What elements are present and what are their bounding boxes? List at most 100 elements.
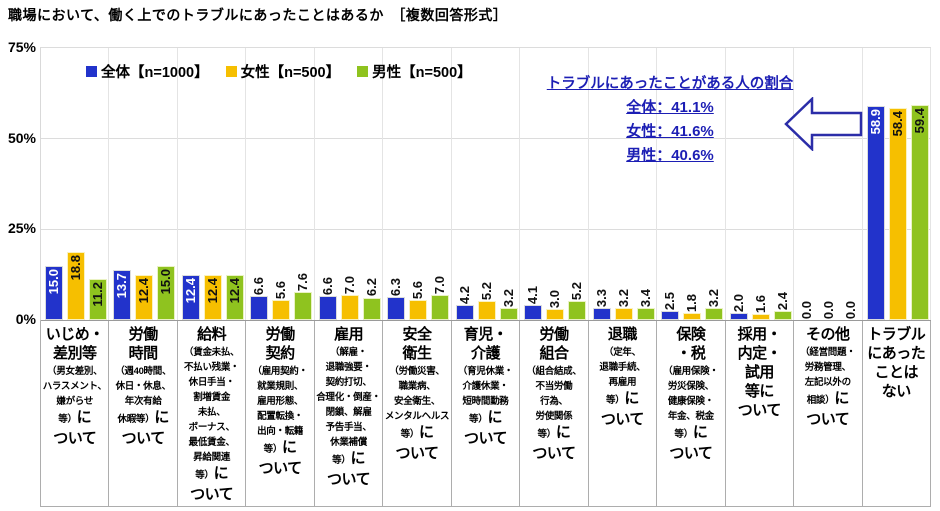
label-line: 給料 — [197, 326, 227, 343]
label-line: メンタルヘルス — [384, 411, 450, 422]
label-line: 労働 — [265, 326, 296, 343]
bar-female — [203, 275, 222, 320]
bar-male — [157, 265, 176, 320]
bar-value-label: 13.7 — [114, 273, 130, 299]
bar-total — [524, 305, 543, 320]
label-line: 雇用形態、 — [257, 396, 304, 407]
bar-value-label: 7.6 — [295, 273, 311, 292]
gridline-50pct — [41, 138, 931, 139]
label-line: 安全 — [402, 326, 433, 343]
annotation-male-value: 男性：40.6% — [626, 147, 714, 164]
bar-value-label: 1.8 — [684, 294, 700, 313]
legend-item-total: 全体【n=1000】 — [86, 61, 209, 82]
label-line: （育児休業・ — [457, 366, 514, 377]
legend-swatch-female-icon — [225, 66, 237, 77]
bar-group: 4.2 5.2 3.2 — [452, 48, 521, 320]
label-line: ボーナス、 — [188, 422, 235, 433]
label-line: 休暇等）に — [117, 409, 170, 426]
bar-value-label: 3.2 — [500, 289, 516, 308]
label-line: 組合 — [539, 345, 569, 362]
bar-value-label: 1.6 — [752, 295, 768, 314]
label-line: 健康保険・ — [667, 396, 714, 407]
category-label: 労働 時間 （週40時間、 休日・休息、 年次有給 休暇等）に ついて — [109, 321, 178, 506]
bar-female — [683, 313, 702, 320]
y-axis-tick-50: 50% — [7, 130, 36, 146]
label-line: 等）に — [469, 409, 502, 426]
bar-group: 4.1 3.0 5.2 — [520, 48, 589, 320]
bar-total — [866, 106, 885, 320]
label-line: 最低賃金、 — [188, 437, 235, 448]
bar-total — [181, 275, 200, 320]
bar-group: 15.0 18.8 11.2 — [41, 48, 110, 320]
left-block-arrow-icon — [784, 97, 863, 151]
label-line: ついて — [737, 402, 782, 419]
label-line: ついて — [121, 430, 166, 447]
bar-value-label: 11.2 — [90, 282, 105, 307]
bar-value-label: 2.5 — [662, 291, 678, 310]
bar-group: 58.9 58.4 59.4 — [863, 48, 931, 320]
bar-value-label: 5.2 — [569, 282, 585, 301]
legend-swatch-total-icon — [86, 66, 97, 77]
bar-female — [135, 275, 154, 320]
label-line: 等）に — [400, 424, 434, 441]
category-labels-area: いじめ・ 差別等 （男女差別、 ハラスメント、 嫌がらせ 等）に ついて 労働 時間 （週40時間… — [40, 321, 931, 507]
category-label: 育児・ 介護 （育児休業・ 介護休業・ 短時間勤務 等）に ついて — [452, 321, 521, 506]
bar-male — [636, 307, 655, 320]
category-label: 採用・ 内定・ 試用 等に ついて — [726, 321, 795, 506]
label-line: ついて — [669, 445, 713, 462]
bar-value-label: 12.4 — [204, 278, 220, 304]
label-line: 休日手当・ — [188, 377, 235, 388]
label-line: 等に — [744, 383, 775, 400]
bar-value-label: 6.6 — [251, 277, 267, 296]
label-line: 契約 — [265, 345, 296, 362]
bar-total — [729, 312, 748, 320]
bar-total — [455, 304, 474, 320]
label-line: 嫌がらせ — [56, 396, 94, 407]
label-line: ・税 — [676, 345, 706, 362]
label-line: 等）に — [674, 424, 708, 441]
bar-group: 2.5 1.8 3.2 — [657, 48, 726, 320]
annotation-total-value: 全体：41.1% — [626, 99, 714, 116]
label-line: その他 — [806, 326, 850, 343]
label-line: （組合結成、 — [526, 366, 582, 377]
bar-total — [45, 265, 63, 320]
bar-value-label: 6.6 — [319, 277, 335, 296]
label-line: （解雇・ — [330, 347, 367, 358]
label-line: 退職 — [607, 326, 638, 343]
label-line: 再雇用 — [608, 377, 637, 388]
label-line: （賃金未払、 — [184, 347, 240, 358]
bar-value-label: 4.2 — [456, 285, 472, 304]
label-line: 配置転換・ — [257, 411, 304, 422]
bar-male — [705, 308, 724, 320]
label-line: 不当労働 — [535, 381, 573, 392]
bar-female — [614, 308, 633, 320]
plot-area: 15.0 18.8 11.2 13.7 12.4 15.0 12.4 12.4 12.4 6.6 5… — [40, 47, 931, 321]
chart-title: 職場において、働く上でのトラブルにあったことはあるか ［複数回答形式］ — [8, 7, 508, 23]
label-line: 育児・ — [463, 326, 508, 343]
annotation-box: トラブルにあったことがある人の割合 全体：41.1% 女性：41.6% 男性：4… — [545, 72, 795, 168]
category-label: 保険 ・税 （雇用保険・ 労災保険、 健康保険・ 年金、税金 等）に ついて — [657, 321, 726, 506]
bar-male — [431, 294, 450, 320]
label-line: ついて — [600, 411, 645, 428]
bar-value-label: 7.0 — [432, 275, 448, 294]
label-line: 保険 — [676, 326, 706, 343]
bar-female — [888, 108, 907, 320]
label-line: 退職手続、 — [599, 362, 646, 373]
category-label: その他 （経営問題・ 労務管理、 左記以外の 相談）に ついて — [794, 321, 863, 506]
bar-group: 6.6 7.0 6.2 — [315, 48, 384, 320]
label-line: 労働 — [128, 326, 159, 343]
bar-group: 0.0 0.0 0.0 — [794, 48, 863, 320]
label-line: いじめ・ — [45, 326, 105, 343]
label-line: 労災保険、 — [667, 381, 714, 392]
label-line: （男女差別、 — [47, 366, 103, 377]
category-label: 労働 契約 （雇用契約・ 就業規則、 雇用形態、 配置転換・ 出向・転籍 等）に ついて — [246, 321, 315, 506]
label-line: 介護 — [470, 345, 501, 362]
label-line: ついて — [258, 460, 303, 477]
bar-value-label: 15.0 — [158, 268, 174, 294]
bar-value-label: 2.0 — [730, 293, 746, 312]
label-line: 等）に — [263, 439, 297, 456]
bar-group: 2.0 1.6 2.4 — [726, 48, 795, 320]
label-line: 休業補償 — [330, 437, 367, 448]
label-line: 介護休業・ — [462, 381, 509, 392]
bar-total — [387, 297, 406, 320]
